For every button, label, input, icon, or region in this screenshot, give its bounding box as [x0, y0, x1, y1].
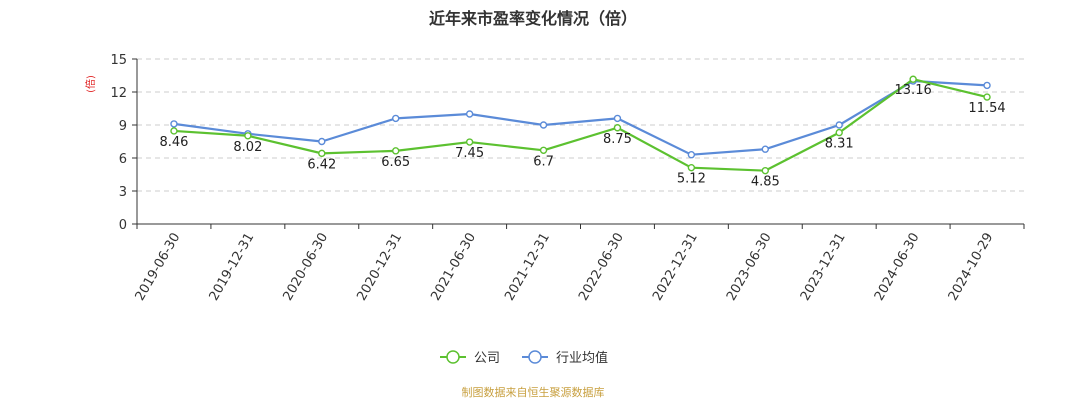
source-note: 制图数据来自恒生聚源数据库	[462, 385, 605, 399]
y-tick-label: 15	[110, 53, 127, 68]
data-label: 6.7	[533, 154, 554, 169]
data-label: 7.45	[455, 146, 484, 161]
legend-label: 公司	[474, 351, 500, 366]
data-point	[983, 81, 991, 90]
data-point	[539, 146, 548, 155]
x-tick-label: 2019-06-30	[133, 231, 184, 304]
legend: 公司 行业均值	[440, 350, 608, 366]
data-label: 6.65	[381, 155, 410, 170]
series-line-industry	[173, 79, 988, 156]
x-tick-label: 2022-12-31	[650, 231, 701, 304]
data-point	[761, 166, 769, 175]
grid-layer	[137, 58, 1024, 192]
data-label: 8.46	[159, 135, 188, 150]
data-point	[613, 124, 622, 132]
x-tick-label: 2024-10-29	[946, 231, 997, 304]
legend-swatch-marker	[528, 350, 542, 364]
series-layer	[170, 75, 991, 175]
y-tick-label: 0	[119, 218, 127, 233]
data-point	[761, 145, 769, 153]
data-label: 11.54	[968, 101, 1005, 116]
data-point	[613, 114, 622, 123]
data-point	[392, 147, 400, 155]
y-tick-label: 6	[119, 152, 127, 167]
y-axis-label: (倍)	[84, 75, 97, 93]
data-point	[170, 127, 178, 135]
y-tick-label: 9	[119, 119, 127, 134]
data-label: 6.42	[307, 157, 336, 172]
y-tick-label: 3	[119, 185, 127, 200]
data-label: 13.16	[895, 83, 932, 98]
data-label: 5.12	[677, 172, 706, 187]
data-point	[465, 110, 474, 118]
x-tick-label: 2021-06-30	[428, 231, 479, 304]
legend-swatch-marker	[446, 350, 460, 364]
series-line-company	[173, 78, 988, 172]
data-point	[687, 150, 696, 159]
data-point	[392, 114, 400, 123]
data-point	[687, 163, 696, 172]
x-tick-label: 2022-06-30	[576, 231, 627, 304]
data-point	[539, 121, 548, 129]
chart-title: 近年来市盈率变化情况（倍）	[429, 9, 637, 28]
data-label: 4.85	[751, 175, 780, 190]
data-point	[835, 128, 843, 137]
x-tick-label: 2019-12-31	[207, 231, 258, 304]
data-label: 8.75	[603, 132, 632, 147]
x-tick-label: 2023-12-31	[798, 231, 849, 304]
data-label-layer: 8.46 8.02 6.42 6.65 7.45 6.7 8.75 5.12 4.85 8.31 1…	[159, 83, 1005, 189]
data-label: 8.31	[825, 137, 854, 152]
data-point	[170, 120, 178, 128]
x-tick-label: 2023-06-30	[724, 231, 775, 304]
data-point	[318, 137, 326, 146]
data-point	[318, 149, 326, 158]
x-tick-label: 2024-06-30	[872, 231, 923, 304]
x-tick-label: 2021-12-31	[502, 231, 553, 304]
data-point	[465, 138, 474, 146]
x-tick-label: 2020-12-31	[354, 231, 405, 304]
y-tick-label: 12	[110, 86, 127, 101]
legend-label: 行业均值	[556, 350, 608, 366]
x-tick-label: 2020-06-30	[280, 231, 331, 304]
data-point	[244, 132, 252, 140]
data-label: 8.02	[233, 140, 262, 155]
data-point	[909, 75, 917, 83]
axis-layer: 0 3 6 9 12 15 2019-06-30 2019-12-31 2020-06-30 20…	[110, 53, 1025, 304]
data-point	[835, 121, 843, 129]
data-point	[983, 93, 991, 101]
